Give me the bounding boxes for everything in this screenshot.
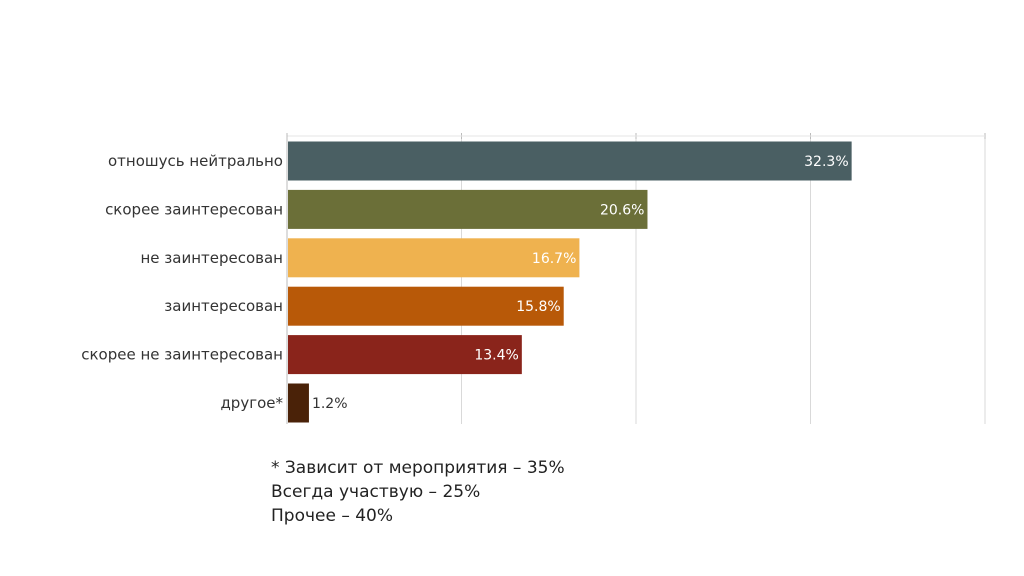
category-label: не заинтересован [140, 249, 283, 267]
category-label: заинтересован [164, 297, 283, 315]
data-label: 15.8% [516, 299, 560, 315]
data-label: 32.3% [804, 154, 848, 170]
bar [288, 141, 852, 181]
data-label: 13.4% [474, 348, 518, 364]
data-label: 20.6% [600, 202, 644, 218]
footnote: * Зависит от мероприятия – 35% Всегда уч… [271, 456, 565, 528]
bar [288, 335, 522, 375]
bar [288, 238, 580, 278]
bar [288, 383, 309, 423]
category-label: скорее заинтересован [105, 200, 283, 218]
data-label: 16.7% [532, 251, 576, 267]
chart-canvas: отношусь нейтрально 32.3% скорее заинтерес… [81, 133, 986, 424]
category-label: скорее не заинтересован [81, 346, 283, 364]
data-label: 1.2% [312, 396, 348, 412]
footnote-line: * Зависит от мероприятия – 35% [271, 458, 565, 478]
footnote-line: Прочее – 40% [271, 506, 394, 526]
bar [288, 286, 564, 326]
category-label: отношусь нейтрально [108, 152, 283, 170]
bar [288, 189, 648, 229]
footnote-line: Всегда участвую – 25% [271, 482, 481, 502]
bar-chart: отношусь нейтрально 32.3% скорее заинтерес… [81, 133, 986, 424]
category-label: другое* [220, 394, 283, 412]
